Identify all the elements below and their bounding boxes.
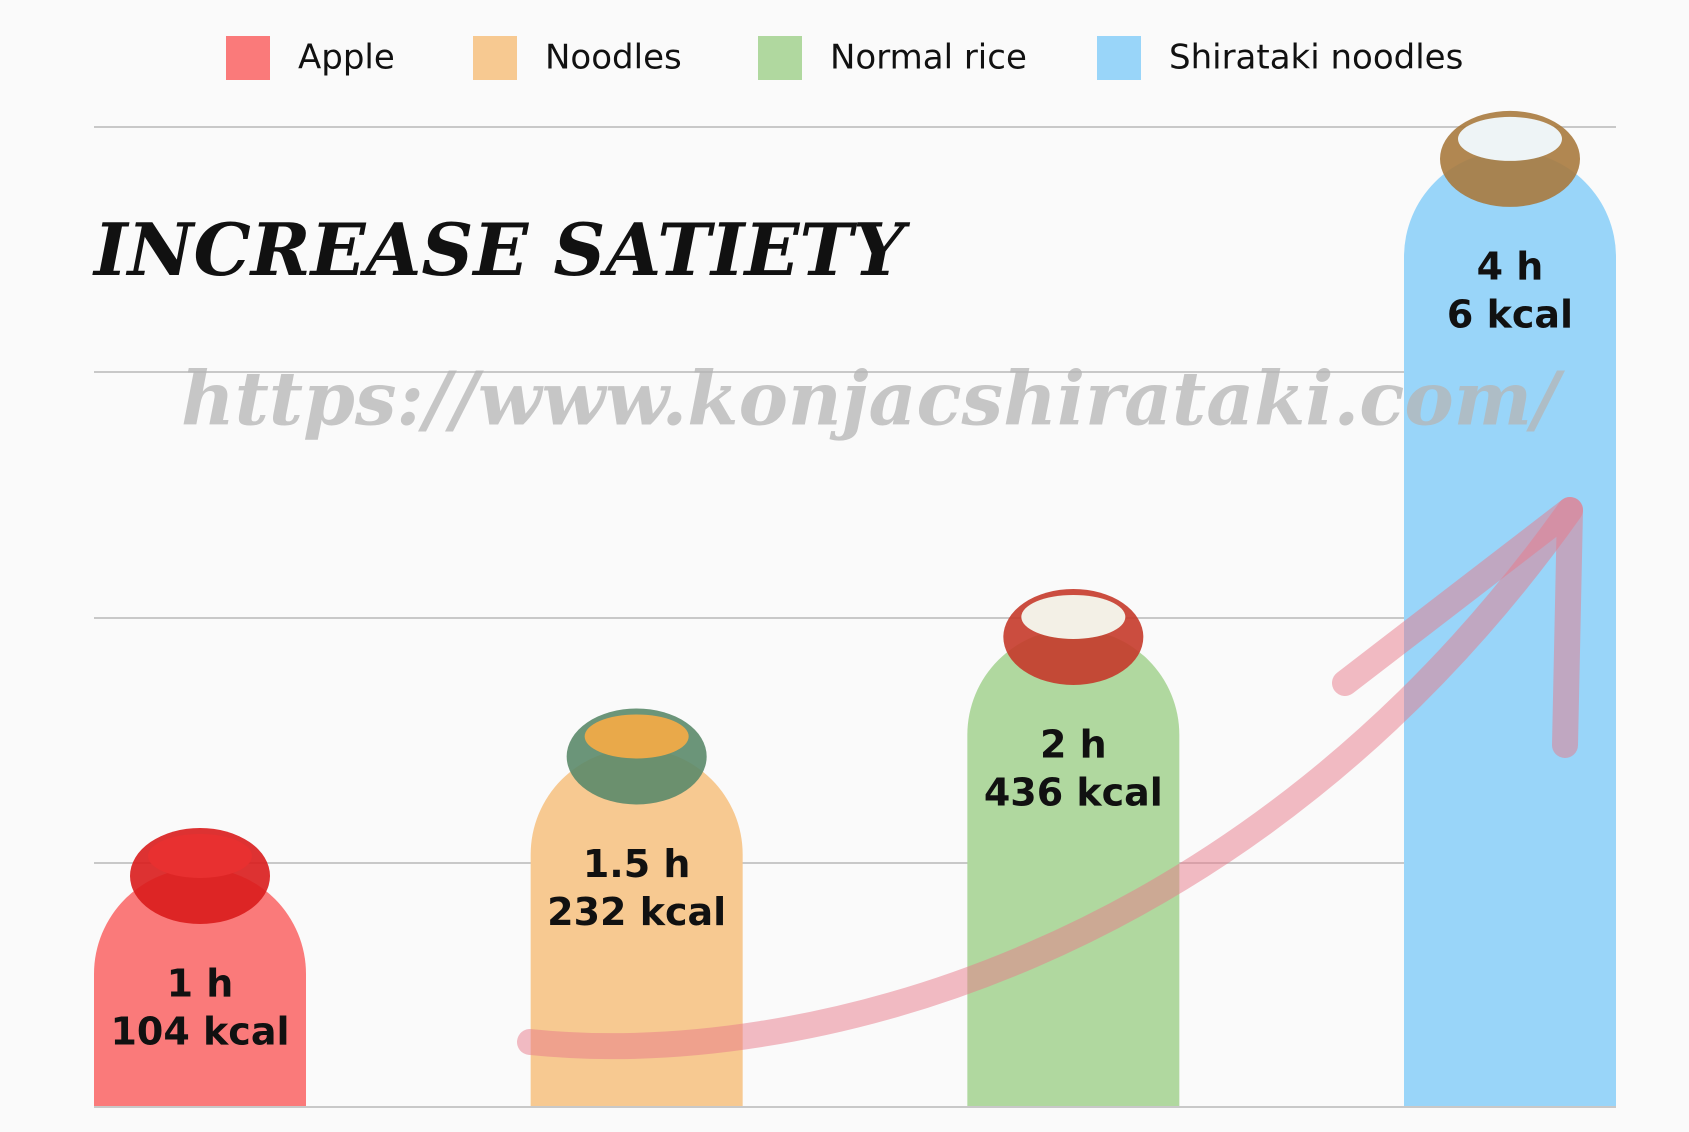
value-label: 2 h bbox=[1040, 722, 1107, 766]
trend-arrow-head bbox=[1332, 497, 1583, 758]
kcal-label: 6 kcal bbox=[1447, 292, 1573, 336]
legend-label: Noodles bbox=[545, 38, 682, 78]
bar bbox=[967, 628, 1180, 1107]
bar bbox=[94, 867, 306, 1107]
legend-label: Apple bbox=[298, 38, 395, 78]
value-label: 1.5 h bbox=[583, 842, 691, 886]
legend-label: Normal rice bbox=[830, 38, 1027, 78]
bar bbox=[1404, 150, 1616, 1107]
chart-title: INCREASE SATIETY bbox=[92, 207, 911, 292]
legend-swatch bbox=[758, 36, 802, 80]
kcal-label: 104 kcal bbox=[110, 1009, 289, 1053]
grid bbox=[94, 126, 1616, 864]
legend-label: Shirataki noodles bbox=[1169, 38, 1463, 78]
food-icon-top bbox=[1021, 594, 1126, 639]
kcal-label: 436 kcal bbox=[984, 770, 1163, 814]
legend-swatch bbox=[226, 36, 270, 80]
watermark: https://www.konjacshirataki.com/ bbox=[181, 357, 1565, 443]
food-icon-top bbox=[1458, 116, 1562, 161]
value-label: 4 h bbox=[1477, 244, 1544, 288]
legend: Apple Noodles Normal rice Shirataki noodles bbox=[226, 36, 1463, 80]
value-label: 1 h bbox=[167, 961, 234, 1005]
legend-swatch bbox=[473, 36, 517, 80]
food-icon-top bbox=[584, 714, 689, 759]
bar bbox=[530, 748, 743, 1107]
kcal-label: 232 kcal bbox=[547, 890, 726, 934]
legend-swatch bbox=[1097, 36, 1141, 80]
food-icon-top bbox=[148, 833, 252, 878]
trend-arrow bbox=[517, 497, 1583, 1060]
